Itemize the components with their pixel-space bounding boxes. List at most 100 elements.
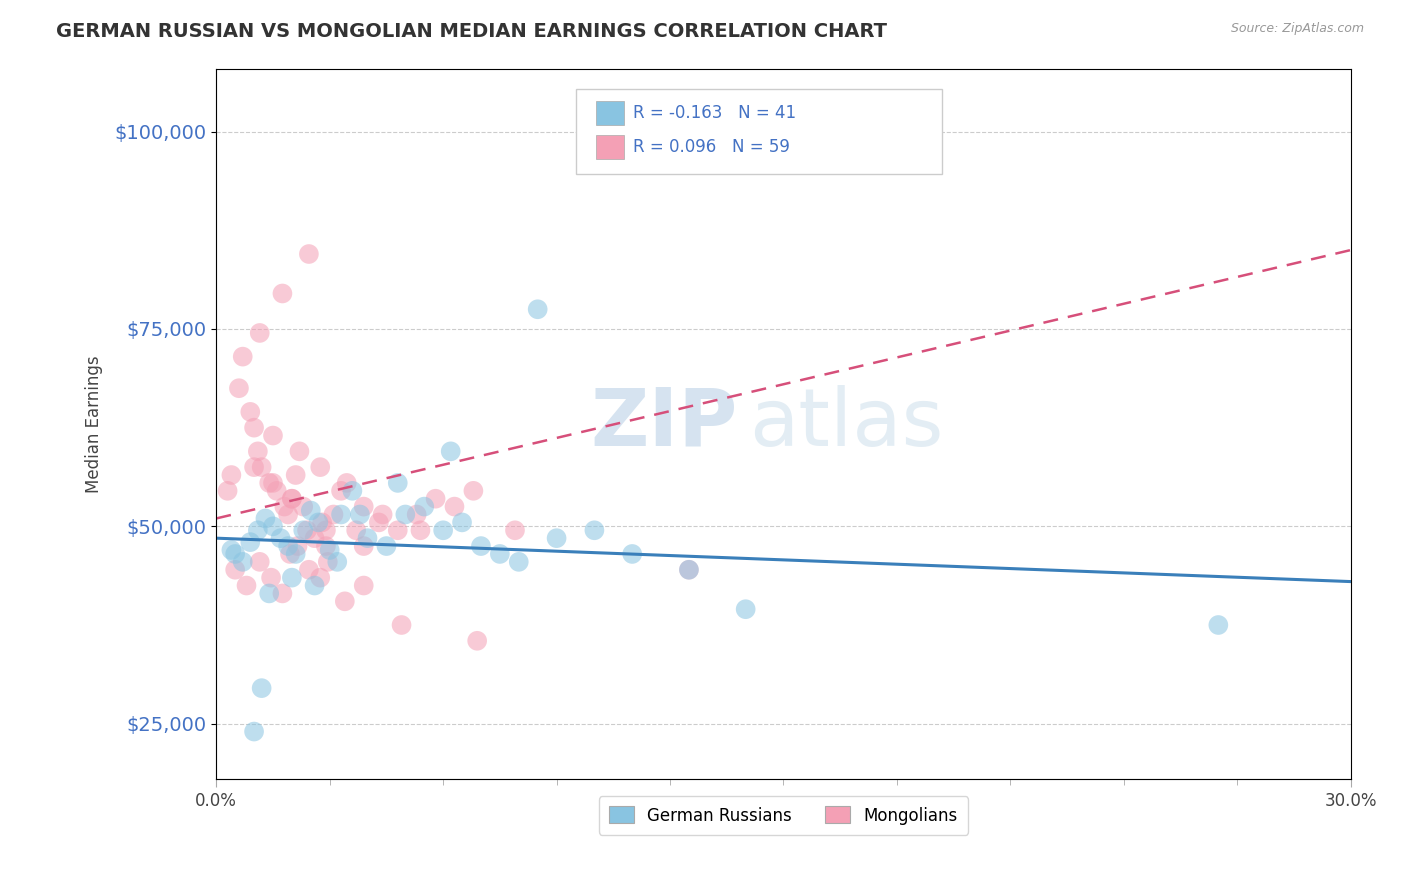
Text: R = 0.096   N = 59: R = 0.096 N = 59 [633,138,790,156]
Point [239,405,262,419]
Point [405,508,427,522]
Point [353,578,375,592]
Point [281,491,304,506]
Point [235,578,257,592]
Point [353,539,375,553]
Point [326,555,349,569]
Point [470,539,492,553]
Point [278,547,301,561]
Point [254,511,277,525]
Point [336,475,359,490]
Point [221,468,243,483]
Point [304,531,326,545]
Point [271,286,294,301]
Point [367,516,389,530]
Point [387,523,409,537]
Point [330,483,353,498]
Point [299,503,322,517]
Text: atlas: atlas [749,384,943,463]
Text: Source: ZipAtlas.com: Source: ZipAtlas.com [1230,22,1364,36]
Point [288,444,311,458]
Point [292,500,315,514]
Text: ZIP: ZIP [591,384,738,463]
Point [262,519,284,533]
Point [260,571,283,585]
Point [546,531,568,545]
Point [257,475,280,490]
Point [391,618,413,632]
Point [228,381,250,395]
Text: R = -0.163   N = 41: R = -0.163 N = 41 [633,104,796,122]
Point [250,681,273,695]
Point [387,475,409,490]
Point [322,508,344,522]
Point [243,460,266,475]
Point [266,483,288,498]
Point [409,523,432,537]
Point [353,500,375,514]
Point [243,724,266,739]
Point [503,523,526,537]
Point [316,555,339,569]
Point [246,444,269,458]
Point [224,547,246,561]
Point [277,539,299,553]
Text: GERMAN RUSSIAN VS MONGOLIAN MEDIAN EARNINGS CORRELATION CHART: GERMAN RUSSIAN VS MONGOLIAN MEDIAN EARNI… [56,22,887,41]
Point [262,428,284,442]
Point [270,531,292,545]
Point [309,460,332,475]
Point [271,586,294,600]
Point [451,516,474,530]
Point [330,508,353,522]
Point [413,500,436,514]
Point [375,539,398,553]
Point [249,326,271,340]
Point [508,555,530,569]
Point [221,543,243,558]
Point [678,563,700,577]
Point [432,523,454,537]
Point [318,543,340,558]
Point [304,578,326,592]
Point [1208,618,1230,632]
Point [287,539,309,553]
Point [465,633,488,648]
Point [239,535,262,549]
Point [349,508,371,522]
Point [583,523,606,537]
Y-axis label: Median Earnings: Median Earnings [86,355,103,492]
Point [311,516,333,530]
Point [298,563,321,577]
Point [678,563,700,577]
Point [621,547,644,561]
Point [262,475,284,490]
Point [298,247,321,261]
Point [342,483,364,498]
Point [394,508,416,522]
Point [440,444,463,458]
Point [224,563,246,577]
Point [526,302,548,317]
Point [281,491,304,506]
Point [315,523,337,537]
Point [295,523,318,537]
Point [309,571,332,585]
Point [315,539,337,553]
Point [443,500,465,514]
Point [281,571,304,585]
Point [284,468,307,483]
Point [232,350,254,364]
Point [356,531,378,545]
Point [333,594,356,608]
Point [371,508,394,522]
Point [217,483,239,498]
Point [243,420,266,434]
Point [284,547,307,561]
Point [232,555,254,569]
Point [344,523,367,537]
Point [273,500,295,514]
Point [734,602,756,616]
Point [250,460,273,475]
Point [307,516,329,530]
Legend: German Russians, Mongolians: German Russians, Mongolians [599,797,967,835]
